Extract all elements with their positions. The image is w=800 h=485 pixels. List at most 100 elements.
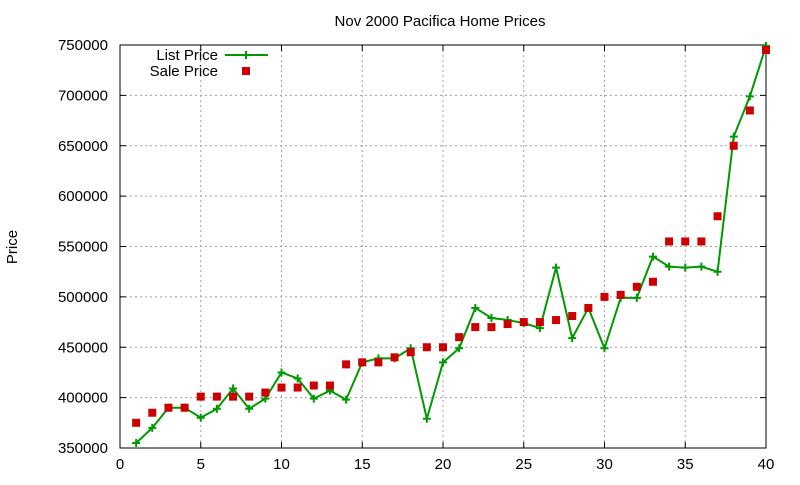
list-price-point (132, 438, 141, 447)
y-tick-label: 550000 (58, 239, 108, 256)
sale-price-point (439, 343, 447, 352)
sale-price-point (665, 237, 674, 246)
sale-price-point (325, 381, 334, 390)
list-price-line (135, 45, 767, 444)
sale-price-point (632, 282, 641, 291)
legend-marker-sale-price (242, 67, 250, 75)
sale-price-point (196, 392, 205, 401)
sale-price-point (471, 323, 480, 332)
sale-price-point (568, 312, 577, 321)
list-price-point (713, 267, 722, 276)
list-price-point (229, 384, 238, 393)
sale-price-point (406, 348, 415, 357)
list-price-point (245, 404, 254, 413)
list-price-point (697, 262, 706, 271)
list-price-point (665, 262, 674, 271)
list-price-series (132, 42, 770, 447)
y-axis-label: Price (4, 230, 21, 264)
x-axis-tick-labels: 0 5 10 15 20 25 30 35 40 (116, 456, 775, 473)
legend-label-sale-price: Sale Price (150, 63, 218, 80)
list-price-point (681, 263, 690, 272)
sale-price-point (390, 353, 399, 362)
grid-lines (120, 45, 766, 448)
list-price-point (293, 374, 302, 383)
list-price-point (422, 414, 431, 423)
list-price-point (632, 293, 641, 302)
sale-price-point (745, 106, 754, 115)
list-price-point (148, 423, 157, 432)
y-tick-label: 650000 (58, 138, 108, 155)
list-price-point (439, 358, 447, 367)
list-price-point (277, 368, 286, 377)
sale-price-point (600, 292, 609, 301)
x-tick-label: 30 (596, 456, 613, 473)
list-price-point (729, 132, 738, 141)
axis-ticks (119, 44, 767, 449)
sale-price-point (455, 333, 464, 342)
legend-marker-list-price (242, 51, 250, 59)
list-price-point (552, 263, 561, 272)
sale-price-point (132, 418, 141, 427)
sale-price-point (535, 318, 544, 327)
sale-price-point (487, 323, 496, 332)
sale-price-point (584, 303, 593, 312)
sale-price-point (309, 381, 318, 390)
sale-price-point (212, 392, 221, 401)
x-tick-label: 5 (197, 456, 205, 473)
sale-price-point (148, 408, 157, 417)
y-tick-label: 350000 (58, 440, 108, 457)
x-tick-label: 20 (435, 456, 452, 473)
sale-price-point (422, 343, 431, 352)
list-price-point (309, 394, 318, 403)
sale-price-point (697, 237, 706, 246)
sale-price-point (713, 212, 722, 221)
sale-price-point (245, 392, 254, 401)
y-axis-tick-labels: 350000 400000 450000 500000 550000 600000 6500… (58, 37, 108, 457)
sale-price-point (293, 383, 302, 392)
x-tick-label: 15 (354, 456, 371, 473)
sale-price-point (729, 141, 738, 150)
sale-price-point (762, 46, 770, 55)
sale-price-point (552, 316, 561, 325)
list-price-point (471, 303, 480, 312)
legend-label-list-price: List Price (156, 47, 218, 64)
y-tick-label: 450000 (58, 339, 108, 356)
list-price-point (648, 252, 657, 261)
sale-price-point (374, 358, 383, 367)
y-tick-label: 600000 (58, 188, 108, 205)
sale-price-point (180, 403, 189, 412)
sale-price-point (648, 277, 657, 286)
y-tick-label: 400000 (58, 390, 108, 407)
x-tick-label: 10 (273, 456, 290, 473)
list-price-point (487, 314, 496, 323)
sale-price-point (616, 290, 625, 299)
sale-price-series (132, 46, 770, 427)
sale-price-point (503, 320, 512, 329)
sale-price-point (519, 318, 528, 327)
x-tick-label: 40 (758, 456, 775, 473)
x-tick-label: 35 (677, 456, 694, 473)
list-price-point (455, 344, 464, 353)
chart-title: Nov 2000 Pacifica Home Prices (335, 13, 546, 30)
list-price-point (196, 413, 205, 422)
y-tick-label: 500000 (58, 289, 108, 306)
x-tick-label: 25 (515, 456, 532, 473)
list-price-point (342, 395, 351, 404)
sale-price-point (164, 403, 173, 412)
sale-price-point (229, 392, 238, 401)
sale-price-point (342, 360, 351, 369)
series-layer (132, 42, 770, 447)
sale-price-point (261, 388, 270, 397)
y-tick-label: 700000 (58, 87, 108, 104)
sale-price-point (681, 237, 690, 246)
list-price-point (745, 92, 754, 101)
y-tick-label: 750000 (58, 37, 108, 54)
list-price-point (600, 344, 609, 353)
list-price-point (568, 334, 577, 343)
sale-price-point (277, 383, 286, 392)
list-price-point (212, 404, 221, 413)
sale-price-point (358, 358, 367, 367)
